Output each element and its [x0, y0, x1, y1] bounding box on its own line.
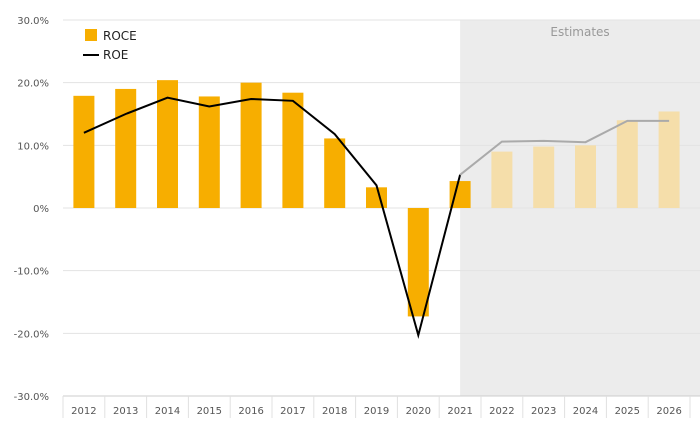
x-tick-label: 2019: [364, 406, 389, 417]
y-tick-label: 0%: [33, 204, 49, 215]
roce-bar: [575, 145, 596, 208]
roce-bar: [449, 181, 471, 208]
y-tick-label: 20.0%: [17, 79, 49, 90]
roce-bar: [658, 111, 680, 208]
roe-line-estimate: [459, 119, 670, 176]
roce-bar: [616, 120, 638, 208]
x-tick-label: 2020: [406, 406, 431, 417]
x-tick-label: 2023: [531, 406, 556, 417]
x-tick-label: 2014: [155, 406, 180, 417]
x-tick-label: 2012: [71, 406, 96, 417]
roe-line: [83, 96, 670, 340]
x-tick-label: 2017: [280, 406, 305, 417]
x-tick-label: 2022: [489, 406, 514, 417]
legend-roe-label: ROE: [103, 48, 128, 62]
roce-bar: [533, 146, 555, 208]
y-tick-label: -30.0%: [14, 392, 49, 403]
roce-bars: [73, 80, 680, 317]
x-tick-label: 2026: [656, 406, 681, 417]
x-tick-label: 2025: [615, 406, 640, 417]
x-tick-label: 2013: [113, 406, 138, 417]
x-tick-label: 2018: [322, 406, 347, 417]
y-tick-label: 30.0%: [17, 16, 49, 27]
x-tick-label: 2021: [447, 406, 472, 417]
roce-bar: [157, 80, 178, 208]
roce-bar: [282, 92, 304, 208]
legend-roce-swatch: [85, 29, 97, 41]
y-axis: 30.0% 20.0% 10.0% 0% -10.0% -20.0% -30.0%: [14, 16, 49, 403]
x-tick-label: 2016: [238, 406, 263, 417]
y-tick-label: 10.0%: [17, 141, 49, 152]
legend-roce-label: ROCE: [103, 29, 137, 43]
roce-bar: [366, 187, 387, 208]
roce-bar: [407, 208, 429, 317]
estimates-label: Estimates: [550, 25, 609, 39]
legend: ROCE ROE: [83, 29, 137, 62]
x-tick-label: 2015: [197, 406, 222, 417]
y-tick-label: -20.0%: [14, 329, 49, 340]
roce-bar: [324, 138, 346, 208]
roce-bar: [73, 95, 95, 208]
roe-line-actual: [83, 96, 462, 340]
roce-bar: [115, 88, 137, 208]
y-tick-label: -10.0%: [14, 267, 49, 278]
x-tick-label: 2024: [573, 406, 598, 417]
roce-bar: [198, 96, 220, 208]
x-axis: 2012 2013 2014 2015 2016 2017 2018 2019 2020 2021…: [62, 395, 700, 418]
roce-bar: [240, 82, 262, 208]
roce-bar: [491, 151, 513, 208]
